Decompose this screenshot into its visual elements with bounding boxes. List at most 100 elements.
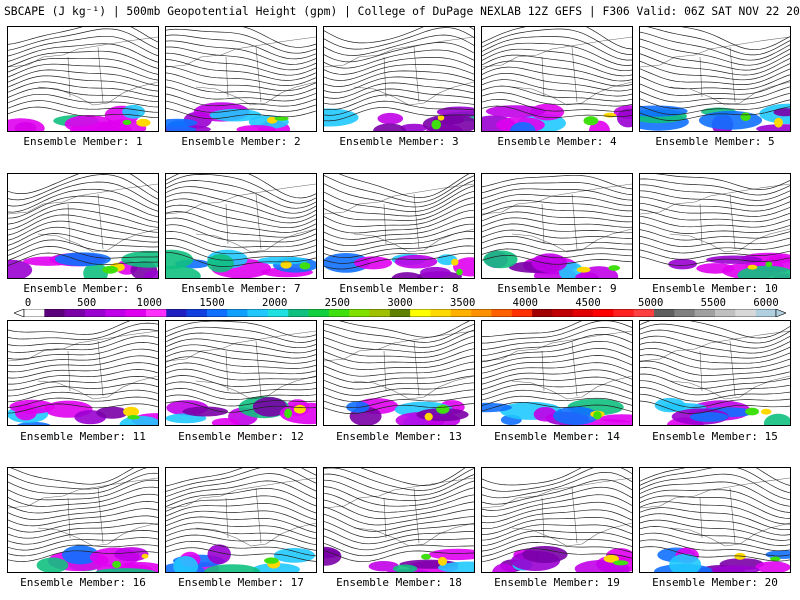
height-contour bbox=[8, 174, 158, 194]
height-contour bbox=[640, 380, 790, 396]
height-contour bbox=[166, 211, 316, 233]
height-contour bbox=[482, 536, 632, 552]
height-contour bbox=[166, 368, 316, 381]
height-contour bbox=[482, 254, 632, 265]
height-contour bbox=[8, 174, 158, 201]
cape-maximum bbox=[431, 119, 442, 130]
height-contour bbox=[482, 321, 582, 337]
height-contour bbox=[166, 540, 316, 557]
cape-maximum bbox=[608, 265, 620, 271]
height-contour bbox=[8, 75, 158, 92]
colorbar-segment bbox=[552, 309, 574, 317]
height-contour bbox=[640, 546, 790, 562]
height-contour bbox=[166, 65, 316, 86]
cape-maximum bbox=[127, 415, 140, 420]
height-contour bbox=[324, 473, 474, 496]
cape-shading bbox=[689, 412, 729, 422]
height-contour bbox=[482, 333, 632, 357]
height-contour bbox=[8, 43, 158, 63]
height-contour bbox=[8, 35, 158, 57]
cape-shading bbox=[8, 259, 33, 278]
height-contour bbox=[482, 211, 632, 223]
height-contour bbox=[482, 376, 632, 390]
height-contour bbox=[482, 174, 632, 190]
height-contour bbox=[166, 503, 316, 521]
height-contour bbox=[324, 396, 474, 409]
colorbar-segment bbox=[430, 309, 452, 317]
coastline-border bbox=[166, 477, 316, 547]
height-contour bbox=[640, 473, 790, 501]
height-contour bbox=[482, 217, 632, 228]
cape-maximum bbox=[583, 116, 599, 126]
cape-shading bbox=[696, 263, 735, 274]
height-contour bbox=[640, 513, 790, 536]
height-contour bbox=[482, 194, 632, 206]
ensemble-map-panel bbox=[7, 320, 159, 426]
height-contour bbox=[482, 362, 632, 380]
ensemble-map-panel bbox=[639, 467, 791, 573]
ensemble-map-panel bbox=[7, 173, 159, 279]
colorbar-segment bbox=[24, 309, 45, 317]
height-contour bbox=[166, 522, 316, 540]
height-contour bbox=[482, 494, 632, 518]
height-contour bbox=[166, 192, 316, 219]
height-contour bbox=[640, 80, 790, 96]
height-contour bbox=[640, 341, 790, 359]
height-contour bbox=[482, 242, 632, 252]
height-contour bbox=[482, 27, 632, 50]
colorbar-segment bbox=[674, 309, 695, 317]
height-contour bbox=[324, 175, 474, 203]
colorbar-segment bbox=[735, 309, 756, 317]
height-contour bbox=[482, 199, 632, 212]
ensemble-member-label: Ensemble Member: 14 bbox=[494, 430, 620, 443]
height-contour bbox=[166, 473, 316, 497]
height-contour bbox=[8, 342, 158, 360]
cape-shading bbox=[482, 402, 512, 413]
cape-shading bbox=[394, 254, 438, 269]
height-contour bbox=[8, 322, 158, 340]
cape-shading bbox=[438, 561, 474, 572]
height-contour bbox=[166, 401, 316, 413]
height-contour bbox=[166, 224, 316, 243]
cape-maximum bbox=[437, 114, 445, 121]
colorbar-tick-label: 500 bbox=[77, 297, 97, 309]
colorbar-tick-label: 4500 bbox=[575, 297, 601, 309]
cape-shading bbox=[54, 252, 111, 267]
height-contour bbox=[166, 356, 316, 369]
coastline-border bbox=[166, 36, 316, 106]
cape-maximum bbox=[437, 556, 448, 566]
coastline-border bbox=[640, 330, 790, 400]
colorbar-tick-label: 6000 bbox=[753, 297, 779, 309]
height-contour bbox=[8, 57, 158, 75]
height-contour bbox=[324, 88, 474, 105]
cape-maximum bbox=[123, 406, 140, 417]
cape-shading bbox=[122, 104, 145, 119]
cape-maximum bbox=[740, 112, 751, 121]
colorbar-tick-label: 5500 bbox=[700, 297, 726, 309]
colorbar-segment bbox=[450, 309, 472, 317]
height-contour bbox=[324, 203, 474, 227]
ensemble-member-label: Ensemble Member: 11 bbox=[20, 430, 146, 443]
height-contour bbox=[482, 383, 632, 396]
coastline-border bbox=[8, 330, 158, 400]
colorbar-segment bbox=[694, 309, 716, 317]
height-contour bbox=[8, 376, 158, 391]
ensemble-map-panel bbox=[481, 467, 633, 573]
height-contour bbox=[8, 335, 158, 353]
height-contour bbox=[8, 362, 158, 379]
cape-shading bbox=[400, 123, 428, 131]
height-contour bbox=[324, 245, 474, 264]
cape-shading bbox=[96, 406, 129, 419]
height-contour bbox=[324, 375, 474, 390]
ensemble-map-panel bbox=[481, 173, 633, 279]
height-contour bbox=[166, 107, 316, 120]
cape-shading bbox=[207, 254, 234, 273]
height-contour bbox=[640, 215, 790, 228]
cape-shading bbox=[522, 546, 568, 563]
height-contour bbox=[640, 190, 790, 207]
height-contour bbox=[324, 335, 474, 353]
cape-shading bbox=[765, 550, 790, 559]
height-contour bbox=[482, 509, 632, 530]
ensemble-map-panel bbox=[323, 320, 475, 426]
cape-maximum bbox=[613, 560, 629, 566]
